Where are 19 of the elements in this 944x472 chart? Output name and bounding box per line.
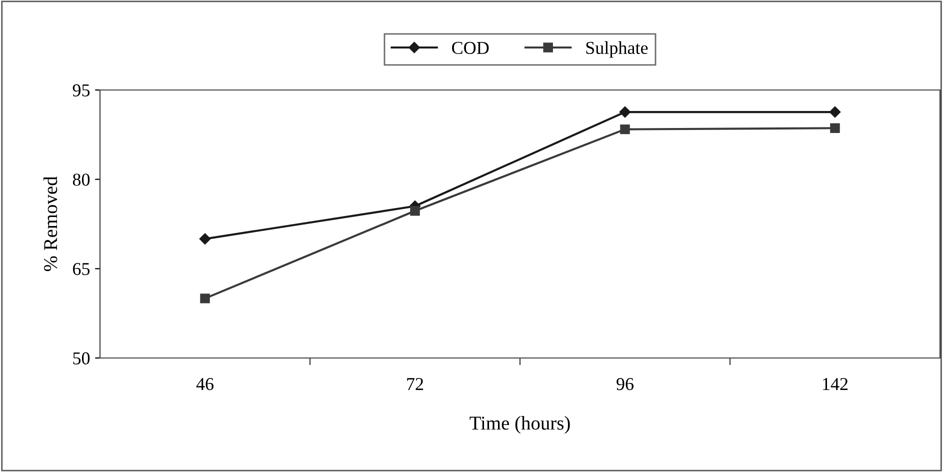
- x-tick-label: 96: [616, 378, 634, 390]
- x-axis-title: Time (hours): [470, 416, 570, 434]
- point: [200, 294, 210, 304]
- point: [830, 123, 840, 133]
- x-tick-label: 46: [196, 378, 214, 390]
- y-tick-label: 80: [72, 174, 90, 186]
- point: [829, 106, 841, 118]
- y-tick-label: 65: [73, 262, 90, 276]
- y-tick-label: 95: [72, 84, 90, 96]
- point: [619, 106, 631, 118]
- y-axis-title: % Removed: [43, 176, 58, 272]
- y-tick-label: 50: [73, 352, 90, 364]
- point: [410, 206, 420, 216]
- point: [199, 233, 211, 244]
- point: [620, 124, 630, 134]
- legend-label: COD: [452, 42, 489, 54]
- x-tick-label: 142: [823, 378, 848, 390]
- legend-label: Sulphate: [586, 41, 648, 58]
- x-tick-label: 72: [407, 378, 424, 390]
